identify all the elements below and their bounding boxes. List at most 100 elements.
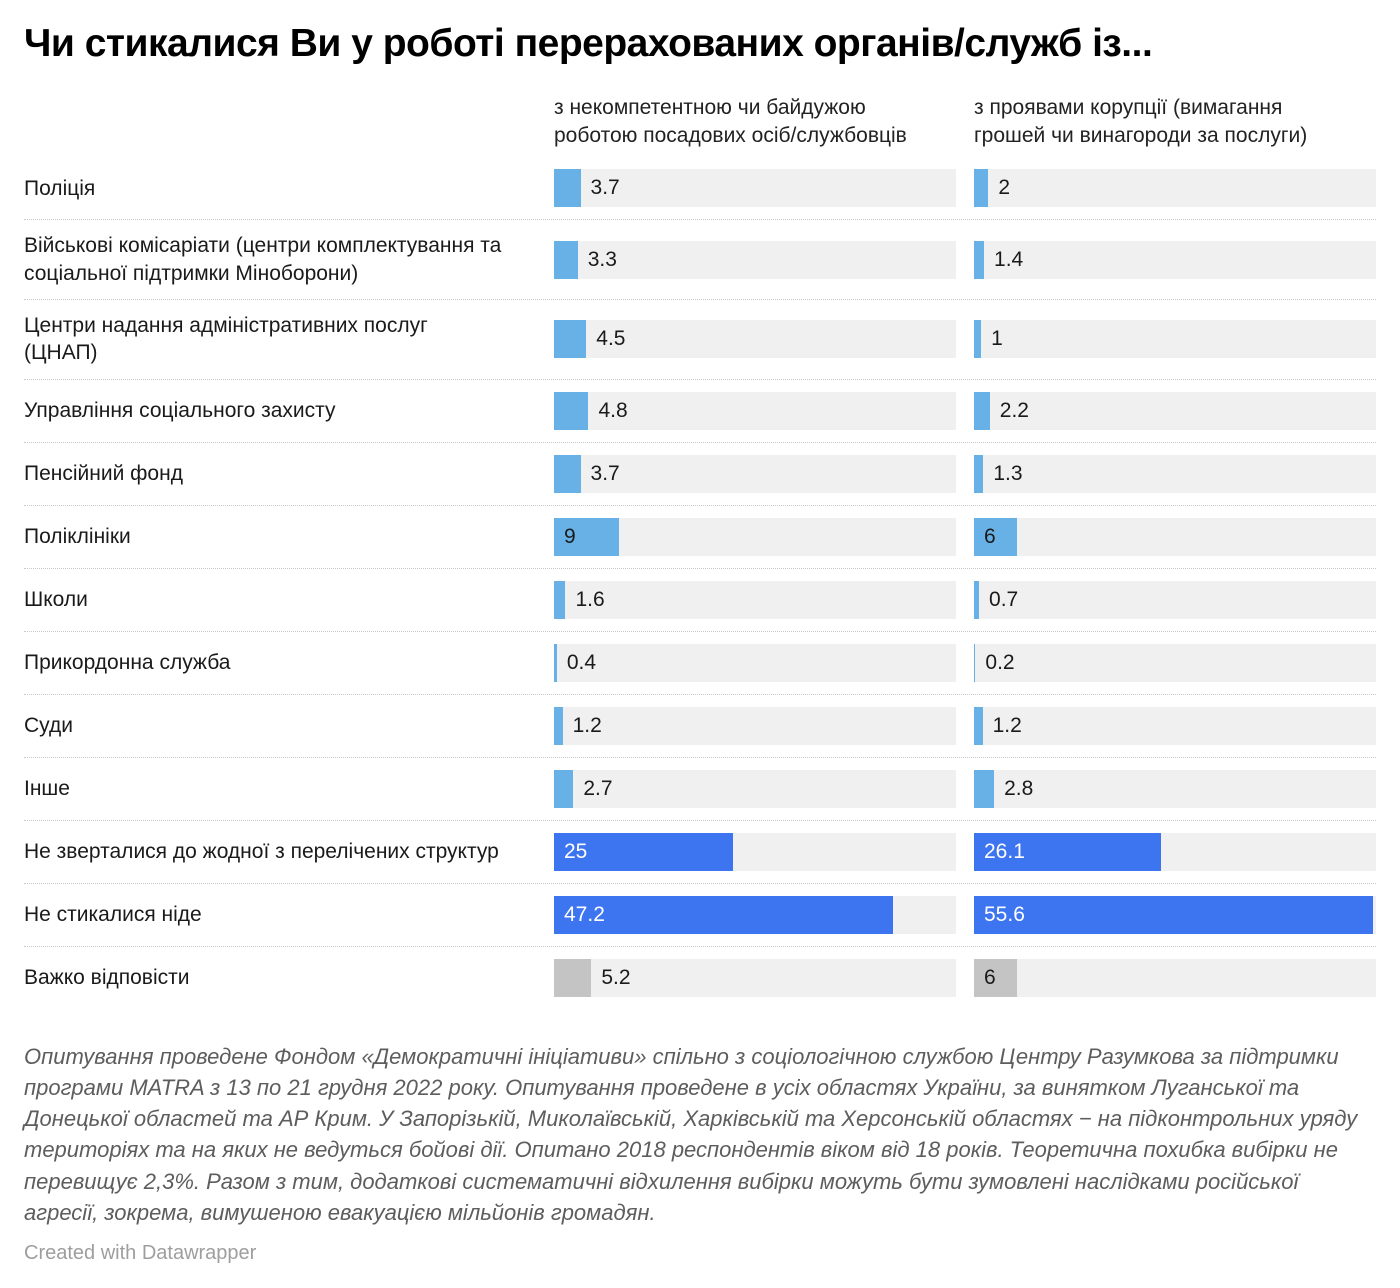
bar [974, 454, 984, 493]
value-label: 3.7 [590, 461, 620, 485]
chart-row: Пенсійний фонд 3.7 1.3 [24, 441, 1376, 505]
datawrapper-credit-link[interactable]: Created with Datawrapper [24, 1242, 257, 1265]
bar-track: 5.2 [554, 958, 956, 997]
chart-row: Управління соціального захисту 4.8 2.2 [24, 378, 1376, 442]
row-label: Інше [24, 776, 70, 800]
bar-track: 0.4 [554, 643, 956, 682]
bar-track: 3.7 [554, 169, 956, 208]
bar [554, 643, 557, 682]
bar [554, 240, 578, 279]
chart-row: Інше 2.7 2.8 [24, 756, 1376, 820]
bar-track: 1.3 [974, 454, 1376, 493]
row-label: Важко відповісти [24, 965, 190, 989]
bar-track: 55.6 [974, 895, 1376, 934]
chart-row: Важко відповісти 5.2 6 [24, 945, 1376, 1009]
bar [554, 706, 563, 745]
bar-track: 26.1 [974, 832, 1376, 871]
row-label: Суди [24, 713, 73, 737]
bar-track: 2.8 [974, 769, 1376, 808]
bar-track: 6 [974, 958, 1376, 997]
bar [974, 643, 976, 682]
row-label: Центри надання адміністративних послуг (… [24, 314, 428, 365]
bar-track: 4.8 [554, 391, 956, 430]
value-label: 3.7 [590, 176, 620, 200]
bar [554, 517, 619, 556]
value-label: 4.5 [596, 327, 626, 351]
row-label: Військові комісаріати (центри комплектув… [24, 234, 502, 285]
column-headers: з некомпетентною чи байдужою роботою пос… [24, 94, 1376, 149]
value-label: 2.2 [999, 398, 1029, 422]
bar-track: 0.2 [974, 643, 1376, 682]
bar [974, 832, 1162, 871]
bar-track: 25 [554, 832, 956, 871]
bar [974, 580, 980, 619]
value-label: 5.2 [601, 965, 631, 989]
bar-track: 2 [974, 169, 1376, 208]
bar [974, 769, 995, 808]
bar-track: 1 [974, 320, 1376, 359]
chart-row: Поліклініки 9 6 [24, 504, 1376, 568]
value-label: 0.4 [566, 650, 597, 674]
bar-track: 2.2 [974, 391, 1376, 430]
value-label: 2.8 [1004, 776, 1034, 800]
bar-track: 47.2 [554, 895, 956, 934]
row-label: Прикордонна служба [24, 650, 231, 674]
bar-track: 1.2 [974, 706, 1376, 745]
chart-row: Поліція 3.7 2 [24, 157, 1376, 219]
bar-track: 0.7 [974, 580, 1376, 619]
bar [554, 832, 734, 871]
bar [974, 958, 1018, 997]
value-label: 9 [564, 524, 576, 548]
bar [974, 169, 989, 208]
value-label: 25 [564, 839, 588, 863]
chart-row: Не зверталися до жодної з перелічених ст… [24, 819, 1376, 883]
chart-row: Військові комісаріати (центри комплектув… [24, 219, 1376, 299]
bar-track: 9 [554, 517, 956, 556]
column-header-corruption: з проявами корупції (вимагання грошей чи… [974, 96, 1308, 147]
bar [554, 958, 592, 997]
row-label: Управління соціального захисту [24, 398, 336, 422]
bar [554, 895, 893, 934]
chart-title: Чи стикалися Ви у роботі перерахованих о… [24, 22, 1153, 65]
column-header-incompetence: з некомпетентною чи байдужою роботою пос… [554, 96, 907, 147]
value-label: 4.8 [598, 398, 628, 422]
value-label: 2.7 [583, 776, 613, 800]
bar-track: 6 [974, 517, 1376, 556]
value-label: 6 [984, 965, 996, 989]
value-label: 0.2 [985, 650, 1015, 674]
chart-row: Центри надання адміністративних послуг (… [24, 299, 1376, 379]
bar [974, 240, 985, 279]
value-label: 1.2 [992, 713, 1022, 737]
bar-track: 3.3 [554, 240, 956, 279]
value-label: 26.1 [984, 839, 1025, 863]
bar-track: 1.6 [554, 580, 956, 619]
bar [974, 517, 1018, 556]
bar [554, 320, 587, 359]
bar-track: 2.7 [554, 769, 956, 808]
row-label: Пенсійний фонд [24, 461, 183, 485]
bar [974, 391, 990, 430]
bar [554, 769, 574, 808]
bar [554, 454, 581, 493]
value-label: 1.4 [994, 247, 1024, 271]
chart-row: Прикордонна служба 0.4 0.2 [24, 630, 1376, 694]
bar-track: 4.5 [554, 320, 956, 359]
bar [554, 391, 589, 430]
row-label: Поліклініки [24, 524, 131, 548]
bar [554, 580, 566, 619]
chart-notes: Опитування проведене Фондом «Демократичн… [24, 1043, 1358, 1225]
row-label: Школи [24, 587, 88, 611]
row-label: Поліція [24, 176, 96, 200]
bar [974, 320, 982, 359]
value-label: 1.3 [993, 461, 1023, 485]
value-label: 3.3 [587, 247, 617, 271]
bar-track: 3.7 [554, 454, 956, 493]
bar-track: 1.4 [974, 240, 1376, 279]
chart-row: Школи 1.6 0.7 [24, 567, 1376, 631]
chart-rows: Поліція 3.7 2 Військові комісаріати (центри… [24, 157, 1376, 1008]
bar-track: 1.2 [554, 706, 956, 745]
value-label: 55.6 [984, 902, 1025, 926]
row-label: Не зверталися до жодної з перелічених ст… [24, 839, 499, 863]
row-label: Не стикалися ніде [24, 902, 202, 926]
